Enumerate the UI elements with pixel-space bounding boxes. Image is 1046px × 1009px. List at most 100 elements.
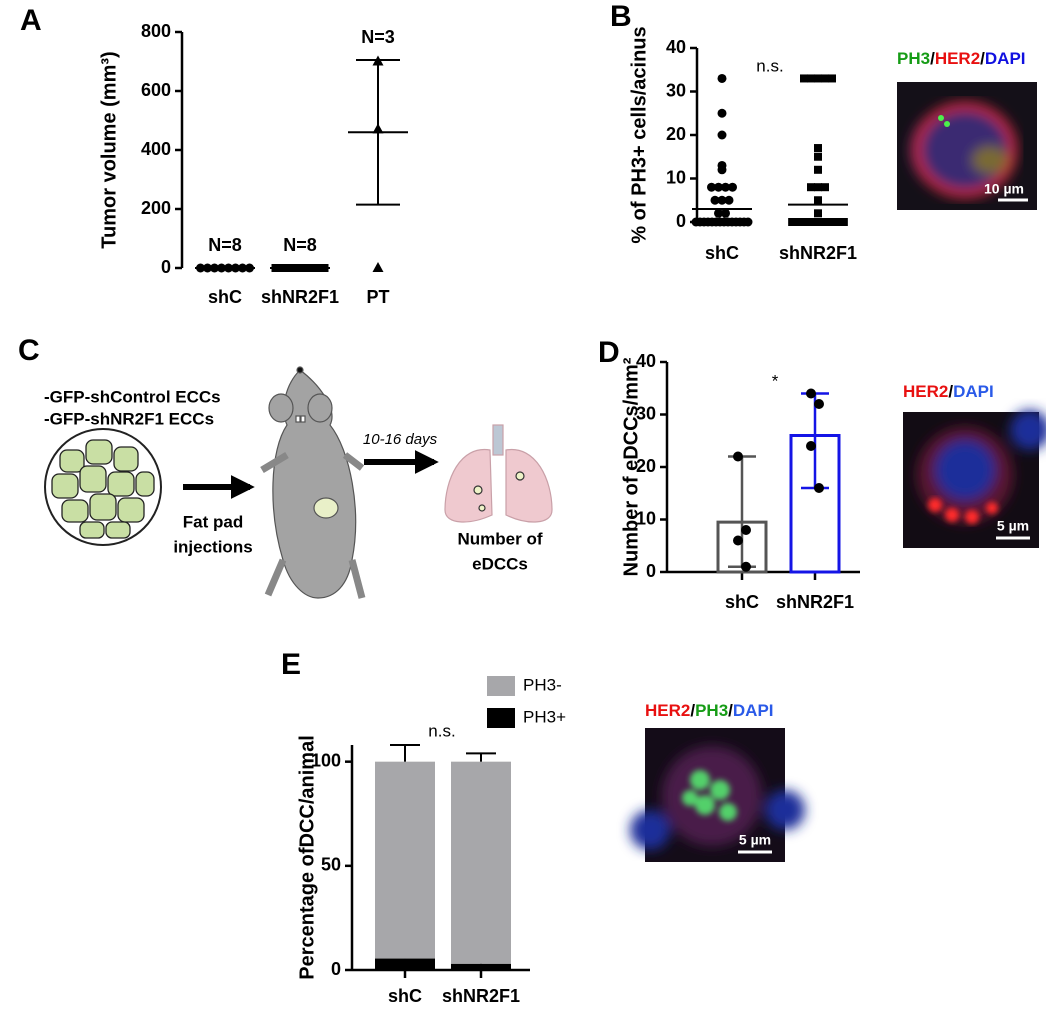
x-tick-label: shNR2F1	[442, 986, 520, 1006]
data-point	[809, 218, 818, 226]
data-point	[788, 218, 797, 226]
y-tick-label: 30	[666, 80, 686, 100]
data-point	[733, 451, 743, 462]
y-tick-label: 40	[666, 37, 686, 57]
image-label: HER2/DAPI	[903, 382, 994, 401]
data-point	[806, 388, 816, 399]
bar-segment	[451, 963, 511, 970]
annotation: n.s.	[428, 721, 455, 740]
legend-label: PH3-	[523, 675, 562, 694]
legend-swatch	[487, 676, 515, 696]
data-point	[741, 561, 751, 572]
y-tick-label: 10	[636, 508, 656, 528]
chart: B 0 10 20 30 40 % of PH3+ cells/acinus shC shNR2…	[610, 0, 857, 263]
step-label: injections	[173, 537, 252, 556]
panel-letter: A	[20, 4, 42, 37]
label-part: DAPI	[953, 382, 994, 401]
data-point	[721, 208, 730, 218]
data-point	[707, 182, 716, 192]
label-part: /	[690, 701, 695, 720]
scale-bar-label: 5 µm	[997, 518, 1029, 534]
y-axis-label: Percentage ofDCC/animal	[296, 735, 318, 980]
y-tick-label: 40	[636, 351, 656, 371]
step-label: Fat pad	[183, 512, 243, 531]
data-point	[814, 183, 822, 192]
data-point	[807, 74, 815, 83]
data-point	[839, 218, 848, 226]
y-tick-label: 400	[141, 139, 171, 159]
x-tick-label: shC	[725, 592, 759, 612]
data-point	[821, 74, 829, 83]
x-tick-label: PT	[366, 287, 389, 307]
n-label: N=8	[208, 235, 242, 255]
x-tick-label: shC	[705, 243, 739, 263]
data-point	[721, 182, 730, 192]
x-tick-label: shNR2F1	[776, 592, 854, 612]
data-point	[743, 217, 753, 227]
bar-segment	[375, 761, 435, 959]
y-axis-label: Number of eDCCs/mm²	[620, 357, 642, 576]
y-axis-label: Tumor volume (mm³)	[98, 51, 120, 248]
x-tick-label: shNR2F1	[261, 287, 339, 307]
label-part: HER2	[645, 701, 690, 720]
readout-label: Number of	[458, 529, 543, 548]
data-point	[835, 218, 844, 226]
data-point	[728, 182, 737, 192]
duration-label: 10-16 days	[363, 431, 438, 448]
legend-swatch	[487, 708, 515, 728]
n-label: N=3	[361, 27, 395, 47]
lungs	[444, 424, 553, 523]
data-point	[822, 218, 831, 226]
cell-line: -GFP-shControl ECCs	[44, 387, 221, 406]
label-part: /	[980, 49, 985, 68]
data-point	[814, 483, 824, 493]
legend-label: PH3+	[523, 707, 566, 726]
data-point	[741, 525, 751, 535]
y-tick-label: 20	[666, 124, 686, 144]
label-part: /	[728, 701, 733, 720]
acinus	[44, 428, 162, 546]
data-point	[826, 218, 835, 226]
data-point	[717, 195, 727, 205]
data-point	[717, 73, 727, 83]
data-point	[714, 182, 723, 192]
y-tick-label: 100	[311, 750, 341, 770]
label-part: DAPI	[733, 701, 774, 720]
data-point	[792, 218, 801, 226]
panel-letter: B	[610, 0, 632, 33]
y-tick-label: 800	[141, 21, 171, 41]
y-tick-label: 20	[636, 456, 656, 476]
data-point	[724, 195, 734, 205]
micrograph: PH3/HER2/DAPI 10 µm HER2/DAPI 5 µm HER2/…	[630, 49, 1046, 862]
data-point	[828, 74, 836, 83]
annotation: n.s.	[756, 56, 783, 75]
data-point	[818, 218, 827, 226]
y-tick-label: 30	[636, 403, 656, 423]
x-tick-label: shC	[208, 287, 242, 307]
readout-label: eDCCs	[472, 554, 528, 573]
data-point	[806, 441, 816, 451]
image-label: HER2/PH3/DAPI	[645, 701, 774, 720]
data-point	[814, 152, 822, 161]
data-point	[717, 130, 727, 140]
chart: A 0 200 400 600 800 Tumor volume (mm³) shC shNR2…	[20, 4, 408, 307]
panel-letter: C	[18, 334, 40, 367]
panel-letter: D	[598, 336, 620, 369]
label-part: PH3	[695, 701, 728, 720]
bar-segment	[451, 761, 511, 964]
data-point	[814, 218, 822, 226]
panel-letter: E	[281, 648, 301, 681]
data-point	[710, 195, 720, 205]
data-point	[801, 218, 810, 226]
scale-bar-label: 5 µm	[739, 832, 771, 848]
label-part: HER2	[903, 382, 948, 401]
y-axis-label: % of PH3+ cells/acinus	[628, 26, 650, 243]
label-part: HER2	[935, 49, 980, 68]
data-point	[717, 165, 727, 175]
label-part: /	[930, 49, 935, 68]
data-point	[814, 165, 822, 174]
y-tick-label: 50	[321, 855, 341, 875]
y-tick-label: 0	[161, 257, 171, 277]
